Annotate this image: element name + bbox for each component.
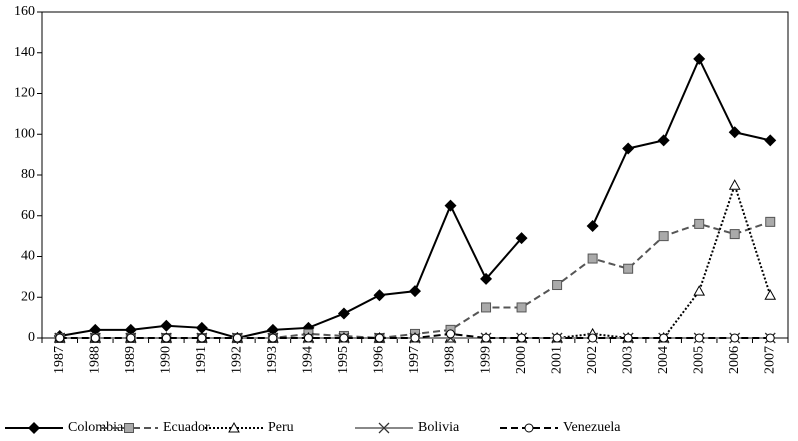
x-tick-label: 1995 xyxy=(336,346,351,374)
marker xyxy=(765,216,776,227)
y-tick-label: 120 xyxy=(14,86,35,101)
marker xyxy=(517,333,527,343)
series-line xyxy=(591,56,771,227)
marker xyxy=(373,289,386,302)
marker xyxy=(657,134,670,147)
x-tick-label: 1999 xyxy=(478,346,493,374)
x-tick-label: 1987 xyxy=(52,346,67,374)
x-tick-label: 2001 xyxy=(549,346,564,374)
legend-label: Ecuador xyxy=(163,420,210,435)
legend-label: Colombia xyxy=(68,420,124,435)
marker xyxy=(658,231,669,242)
marker xyxy=(728,126,741,139)
marker xyxy=(659,333,669,343)
y-tick-label: 140 xyxy=(14,45,35,60)
marker xyxy=(446,329,456,339)
marker xyxy=(55,333,65,343)
marker xyxy=(586,219,599,232)
marker xyxy=(409,285,421,298)
marker xyxy=(764,289,777,300)
x-tick-label: 2004 xyxy=(656,346,671,374)
x-tick-label: 1993 xyxy=(265,346,280,374)
x-tick-label: 2000 xyxy=(514,346,529,374)
marker xyxy=(552,333,562,343)
marker xyxy=(693,52,706,65)
marker xyxy=(126,333,136,343)
marker xyxy=(623,263,634,274)
x-tick-label: 1997 xyxy=(407,346,422,374)
marker xyxy=(765,333,775,343)
marker xyxy=(28,422,40,434)
x-tick-label: 2006 xyxy=(727,346,742,374)
series-line xyxy=(59,181,772,339)
x-tick-label: 1992 xyxy=(230,346,245,374)
x-tick-label: 2007 xyxy=(762,346,777,374)
legend-label: Venezuela xyxy=(563,420,621,435)
marker xyxy=(622,142,635,155)
legend-label: Peru xyxy=(268,420,294,435)
x-tick-label: 1996 xyxy=(372,346,387,374)
y-tick-label: 160 xyxy=(14,4,35,19)
marker xyxy=(623,333,633,343)
y-tick-label: 0 xyxy=(28,330,35,345)
x-tick-label: 1991 xyxy=(194,346,209,374)
x-tick-label: 1989 xyxy=(123,346,138,374)
y-tick-label: 40 xyxy=(21,249,35,264)
x-tick-label: 1998 xyxy=(443,346,458,374)
marker xyxy=(694,218,705,229)
marker xyxy=(232,333,242,343)
marker xyxy=(515,232,528,245)
marker xyxy=(378,422,390,434)
x-tick-label: 1990 xyxy=(159,346,174,374)
marker xyxy=(89,323,102,336)
x-tick-label: 1994 xyxy=(301,346,316,374)
marker xyxy=(588,333,598,343)
marker xyxy=(268,333,278,343)
y-tick-label: 60 xyxy=(21,208,35,223)
marker xyxy=(161,333,171,343)
x-tick-label: 2003 xyxy=(620,346,635,374)
marker xyxy=(587,253,598,264)
marker xyxy=(728,179,741,190)
marker xyxy=(339,333,349,343)
marker xyxy=(730,333,740,343)
marker xyxy=(410,333,420,343)
marker xyxy=(764,134,777,147)
marker xyxy=(228,421,240,433)
legend-label: Bolivia xyxy=(418,420,460,435)
marker xyxy=(90,333,100,343)
marker xyxy=(694,333,704,343)
marker xyxy=(160,319,173,332)
marker xyxy=(524,423,534,433)
y-tick-label: 20 xyxy=(21,289,35,304)
marker xyxy=(124,423,134,433)
marker xyxy=(481,333,491,343)
x-tick-label: 2005 xyxy=(691,346,706,374)
x-tick-label: 2002 xyxy=(585,346,600,374)
marker xyxy=(195,321,208,334)
marker xyxy=(124,323,137,336)
marker xyxy=(266,323,279,336)
y-tick-label: 80 xyxy=(21,167,35,182)
marker xyxy=(729,229,740,240)
x-tick-label: 1988 xyxy=(88,346,103,374)
series-line xyxy=(59,203,523,340)
marker xyxy=(693,285,706,296)
marker xyxy=(303,333,313,343)
marker xyxy=(480,272,493,285)
marker xyxy=(374,333,384,343)
y-tick-label: 100 xyxy=(14,126,35,141)
marker xyxy=(516,302,527,313)
marker xyxy=(337,307,350,320)
marker xyxy=(197,333,207,343)
marker xyxy=(444,199,457,212)
marker xyxy=(481,302,492,313)
marker xyxy=(552,280,563,291)
